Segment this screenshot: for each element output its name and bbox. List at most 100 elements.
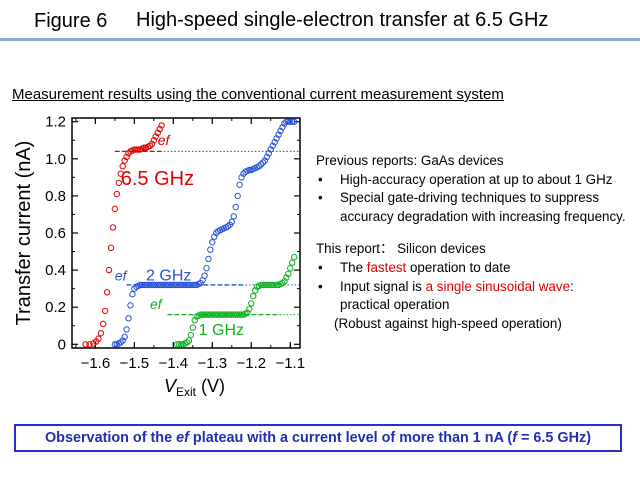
data-point xyxy=(121,333,128,341)
data-point xyxy=(230,213,237,220)
x-tick-label: −1.5 xyxy=(120,355,150,372)
data-point xyxy=(267,146,274,153)
fastest-highlight: fastest xyxy=(366,259,407,275)
data-point xyxy=(236,311,243,318)
data-point xyxy=(287,265,294,272)
this-bullet-1: The fastest operation to date xyxy=(316,259,638,278)
data-point xyxy=(148,140,156,148)
data-point xyxy=(129,291,136,298)
data-point xyxy=(277,127,284,135)
data-point xyxy=(117,170,124,177)
this-bullet-2-pre: Input signal is xyxy=(340,278,426,294)
data-point xyxy=(191,316,198,324)
data-point xyxy=(117,339,124,346)
data-point xyxy=(251,287,259,294)
data-point xyxy=(232,203,239,211)
plot-frame xyxy=(71,117,301,349)
data-point xyxy=(289,118,296,125)
conclusion-part1: Observation of the xyxy=(44,430,177,446)
x-tick-label: −1.6 xyxy=(81,355,111,372)
label-2ghz: 2 GHz xyxy=(146,267,191,284)
data-point xyxy=(123,153,130,161)
data-point xyxy=(185,337,193,344)
data-point xyxy=(119,163,126,170)
previous-bullet-2: Special gate-driving techniques to suppr… xyxy=(316,189,638,226)
data-point xyxy=(156,125,163,133)
data-point xyxy=(187,331,195,339)
data-point xyxy=(234,192,241,200)
data-point xyxy=(101,307,109,315)
label-1ghz: 1 GHz xyxy=(199,322,244,339)
data-point xyxy=(246,305,253,313)
data-point xyxy=(257,161,265,168)
data-point xyxy=(236,181,243,188)
data-point xyxy=(103,289,111,296)
sinusoidal-highlight: a single sinusoidal wave xyxy=(425,278,571,294)
ef-label-blue: ef xyxy=(115,267,129,283)
data-point xyxy=(158,122,165,129)
data-point xyxy=(111,205,119,213)
data-point xyxy=(154,129,161,137)
data-point xyxy=(248,300,255,307)
data-point xyxy=(177,341,185,348)
data-point xyxy=(201,272,208,279)
data-point xyxy=(123,326,130,333)
data-point xyxy=(183,339,191,346)
data-point xyxy=(283,274,290,281)
data-point xyxy=(189,324,197,331)
data-point xyxy=(140,144,148,151)
data-point xyxy=(273,281,280,289)
y-tick-label: 0 xyxy=(58,336,66,353)
title-divider xyxy=(0,38,640,41)
x-axis-label: VExit (V) xyxy=(164,376,225,399)
y-tick-label: 0.8 xyxy=(45,188,66,205)
this-bullet-2: Input signal is a single sinusoidal wave… xyxy=(316,278,638,297)
this-bullet-2-post: : xyxy=(570,278,574,294)
data-point xyxy=(115,179,122,187)
y-tick-label: 0.6 xyxy=(45,225,66,242)
data-point xyxy=(273,135,280,142)
this-bullet-2-line2: practical operation xyxy=(340,297,450,313)
conclusion-box: Observation of the ef plateau with a cur… xyxy=(14,424,622,452)
data-point xyxy=(289,259,296,266)
data-point xyxy=(259,159,267,166)
figure-label: Figure 6 xyxy=(34,10,108,32)
data-point xyxy=(113,190,121,198)
data-point xyxy=(261,157,269,164)
ef-label-red: ef xyxy=(158,132,172,148)
figure-title: High-speed single-electron transfer at 6… xyxy=(136,9,549,31)
data-point xyxy=(238,174,245,181)
conclusion-part5: = 6.5 GHz) xyxy=(517,430,592,446)
data-point xyxy=(152,133,159,140)
notes-panel: Previous reports: GaAs devices High-accu… xyxy=(316,152,638,333)
data-point xyxy=(228,218,235,226)
x-tick-label: −1.1 xyxy=(275,355,305,372)
conclusion-ef: ef xyxy=(176,430,189,446)
data-point xyxy=(133,146,140,153)
conclusion-f: f xyxy=(512,430,518,446)
transfer-current-chart: −1.6 −1.5 −1.4 −1.3 −1.2 −1.1 0 0.2 0.4 0.6 0.8 1.0… xyxy=(13,114,305,399)
data-point xyxy=(287,118,294,125)
data-point xyxy=(250,292,257,300)
data-point xyxy=(238,311,245,318)
data-point xyxy=(281,278,288,285)
x-tick-label: −1.2 xyxy=(236,355,266,372)
data-point xyxy=(125,315,132,322)
data-point xyxy=(127,302,134,309)
this-bullet-2-line3: (Robust against high-speed operation) xyxy=(334,315,562,331)
conclusion-part3: plateau with a current level of more tha… xyxy=(188,430,513,446)
data-point xyxy=(105,266,113,274)
data-point xyxy=(207,246,214,253)
data-point xyxy=(275,131,282,138)
data-point xyxy=(263,153,271,161)
this-report-heading: This report： Silicon devices xyxy=(316,241,486,257)
data-point xyxy=(224,223,232,230)
x-tick-label: −1.3 xyxy=(197,355,227,372)
label-6-5ghz: 6.5 GHz xyxy=(121,168,194,190)
data-point xyxy=(119,337,126,344)
data-point xyxy=(82,341,89,348)
data-point xyxy=(146,142,154,150)
data-point xyxy=(255,163,263,170)
data-point xyxy=(109,224,117,231)
chart-subtitle: Measurement results using the convention… xyxy=(12,86,504,103)
